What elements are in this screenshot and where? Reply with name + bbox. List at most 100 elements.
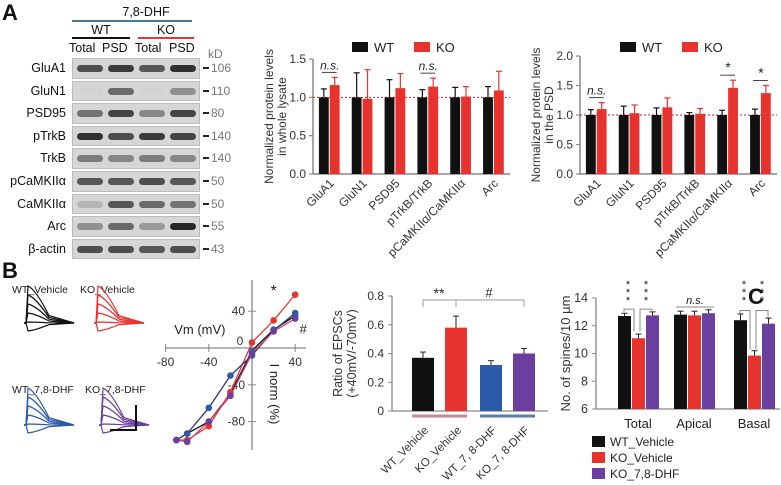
significance-label: # <box>300 322 308 337</box>
kd-value: 50 <box>211 174 225 188</box>
bar-wt_vehicle <box>618 316 631 409</box>
significance-star: * <box>644 280 649 291</box>
blot-strip <box>72 238 200 260</box>
blot-band <box>139 245 165 253</box>
blot-band <box>108 132 134 140</box>
blot-strip <box>72 148 200 169</box>
lane-label: PSD <box>102 41 128 55</box>
bar-1 <box>445 327 467 411</box>
epsc-ratio-chart: 0 0.2 0.4 0.6 0.8 Ratio of EPSCs (+40mV/-70mV)… <box>331 285 548 483</box>
lane-label: Total <box>135 41 162 55</box>
trace-label: KO_Vehicle <box>80 284 135 296</box>
kd-value: 55 <box>211 219 225 234</box>
category-label: Arc <box>745 176 768 199</box>
kd-value: 110 <box>211 83 231 98</box>
legend-swatch <box>620 42 636 52</box>
blot-strip <box>72 171 200 192</box>
y-axis-label-line1: Normalized protein levels <box>262 49 276 184</box>
blot-band <box>77 65 103 72</box>
blot-protein-label: GluA1 <box>31 61 66 75</box>
iv-point <box>291 291 299 298</box>
epsc-trace <box>24 387 75 426</box>
bar-ko_7,8-dhf <box>646 315 659 409</box>
blot-strip <box>72 103 200 124</box>
epsc-trace <box>24 423 75 426</box>
iv-point <box>270 328 277 335</box>
bar-ko <box>362 98 373 174</box>
blot-band <box>139 178 165 185</box>
blot-band <box>170 132 196 140</box>
significance-label: * <box>758 65 764 81</box>
group-label-ko: KO <box>156 23 176 37</box>
significance-label: * <box>725 59 731 75</box>
x-tick-label: 0 <box>237 334 244 348</box>
western-blot: 7,8-DHF WT KO Total PSD Total PSD kD Glu… <box>0 0 250 260</box>
blot-band <box>108 200 134 208</box>
blot-band <box>77 223 103 231</box>
bracket-kk <box>456 299 525 307</box>
category-label: GluN1 <box>336 176 370 210</box>
significance-label: n.s. <box>686 295 704 307</box>
epsc-trace <box>99 423 150 426</box>
blot-protein-label: β-actin <box>28 241 66 256</box>
bar-ko <box>461 96 471 174</box>
epsc-trace <box>24 405 75 426</box>
bar-wt_vehicle <box>674 314 687 409</box>
bar-wt <box>450 97 461 174</box>
legend-label: WT <box>374 40 394 55</box>
blot-protein-label: CaMKIIα <box>17 196 66 211</box>
group-label-wt: WT <box>91 23 111 37</box>
blot-strip <box>72 216 200 237</box>
legend-swatch <box>414 42 430 52</box>
bar-ko_7,8-dhf <box>702 313 715 409</box>
lane-label: Total <box>69 41 96 55</box>
epsc-trace <box>24 424 75 434</box>
kd-marker <box>203 89 209 92</box>
bar-wt <box>417 97 428 174</box>
blot-band <box>170 200 196 208</box>
y-tick-label: 40 <box>232 304 246 318</box>
kd-marker <box>203 180 209 182</box>
y-axis-label: I norm (%) <box>267 364 282 425</box>
bar-wt <box>651 115 662 174</box>
blot-band <box>108 223 134 231</box>
epsc-trace <box>94 285 145 324</box>
significance-label: ** <box>434 285 445 301</box>
y-tick-label: 1.0 <box>289 90 306 104</box>
bar-0 <box>412 357 434 411</box>
kd-marker <box>203 112 209 115</box>
group-line-wt <box>72 37 130 39</box>
blot-band <box>139 87 165 95</box>
bar-wt_vehicle <box>734 320 747 409</box>
bar-3 <box>513 353 535 411</box>
bar-ko_vehicle <box>632 338 645 409</box>
y-axis-label-line1: Ratio of EPSCs <box>331 310 345 397</box>
y-tick-label: 1.5 <box>556 79 573 93</box>
y-axis-label-line1: Normalized protein levels <box>529 48 543 183</box>
bar-wt <box>318 97 329 174</box>
iv-point <box>173 436 180 444</box>
blot-band <box>139 155 165 163</box>
legend-swatch <box>592 452 605 463</box>
panel-label-b: B <box>2 258 18 283</box>
bar-2 <box>480 365 502 411</box>
epsc-trace <box>24 312 75 324</box>
blot-band <box>108 65 134 72</box>
iv-point <box>183 438 191 446</box>
bar-ko <box>493 90 504 174</box>
blot-protein-label: pTrkB <box>33 128 66 143</box>
blot-strip <box>72 193 200 215</box>
lane-label: PSD <box>169 41 195 55</box>
blot-band <box>170 155 196 163</box>
category-label: Arc <box>478 176 501 199</box>
epsc-trace <box>99 424 150 434</box>
category-label: Total <box>624 416 652 431</box>
epsc-trace <box>94 322 145 332</box>
blot-band <box>170 110 196 118</box>
bar-wt <box>618 115 629 174</box>
category-label: GluN1 <box>603 176 637 210</box>
iv-point <box>183 430 191 437</box>
blot-band <box>170 223 196 231</box>
bracket-ww <box>422 299 457 307</box>
x-tick-label: 40 <box>289 355 303 369</box>
